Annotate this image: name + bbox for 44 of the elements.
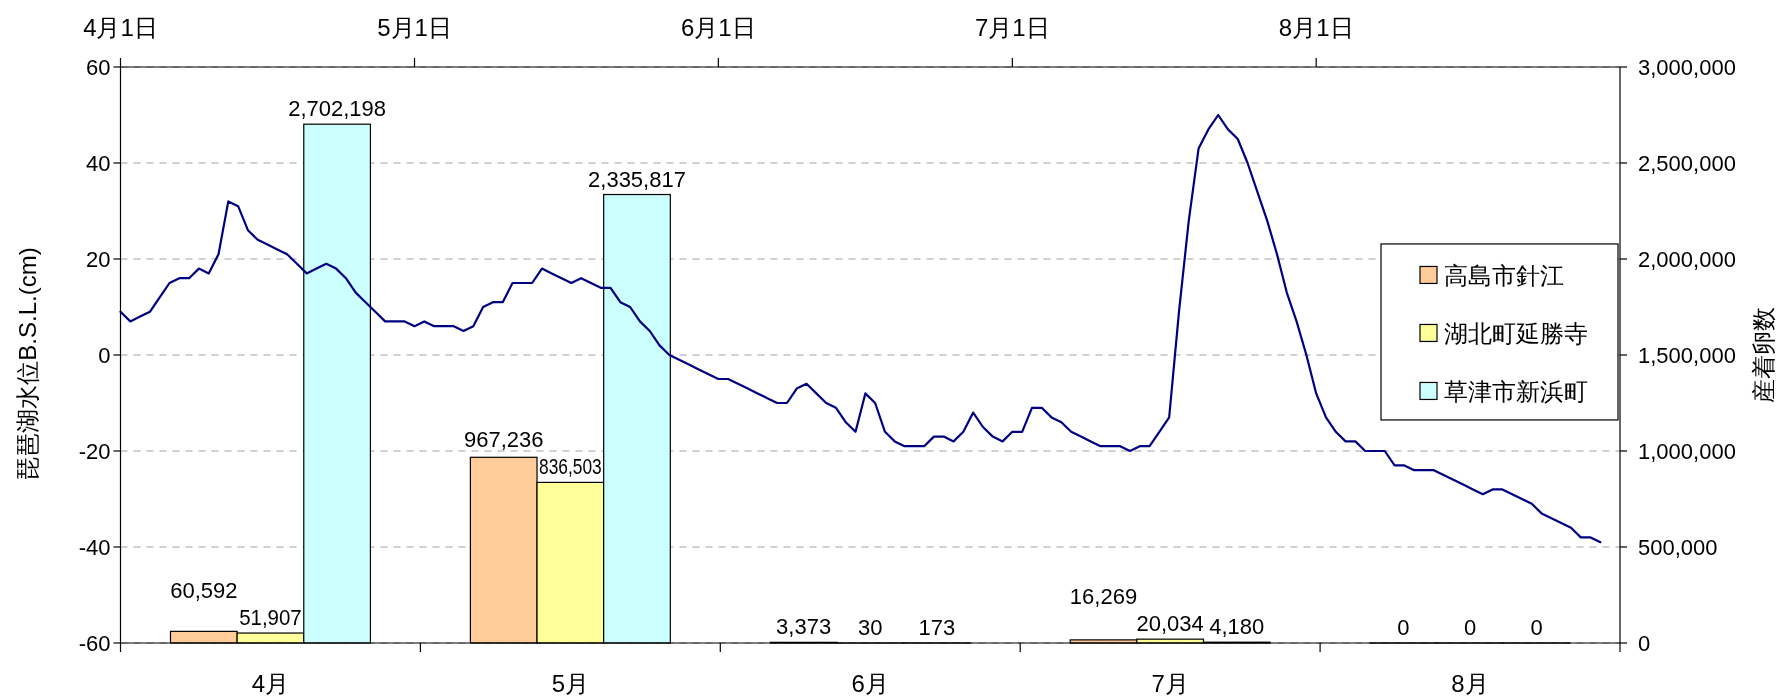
y-axis-title: 琵琶湖水位B.S.L.(cm) (14, 247, 41, 481)
y-tick-label: 40 (86, 151, 111, 176)
y2-tick-label: 2,500,000 (1638, 151, 1736, 176)
x-tick-label: 7月 (1151, 670, 1189, 697)
y-tick-label: -40 (78, 535, 111, 560)
y-tick-label: -60 (78, 631, 111, 656)
y-tick-label: 0 (98, 343, 111, 368)
x2-tick-label: 6月1日 (680, 14, 756, 41)
data-label: 3,373 (776, 614, 832, 640)
y2-tick-label: 3,000,000 (1638, 55, 1736, 80)
data-label: 51,907 (239, 605, 307, 631)
y-tick-label: 20 (86, 247, 111, 272)
data-label: 967,236 (463, 427, 544, 453)
data-label: 20,034 (1136, 611, 1204, 637)
y2-axis-title: 産着卵数 (1750, 307, 1777, 403)
data-label: 0 (1530, 614, 1543, 640)
x2-tick-label: 5月1日 (377, 14, 452, 41)
data-label: 60,592 (170, 578, 238, 604)
x2-tick-label: 7月1日 (975, 14, 1050, 41)
data-label: 2,335,817 (588, 166, 686, 192)
y2-tick-label: 1,500,000 (1638, 343, 1736, 368)
data-label: 30 (858, 614, 883, 640)
legend-label: 草津市新浜町 (1444, 377, 1588, 405)
x-tick-label: 4月 (251, 670, 290, 697)
x2-tick-label: 4月1日 (83, 14, 158, 41)
data-label: 4,180 (1209, 614, 1265, 640)
y-tick-label: -20 (78, 439, 111, 464)
y2-tick-label: 500,000 (1638, 535, 1718, 560)
y-tick-label: 60 (86, 55, 111, 80)
x-tick-label: 5月 (551, 670, 590, 697)
y2-tick-label: 1,000,000 (1638, 439, 1736, 464)
x-tick-label: 8月 (1451, 670, 1489, 697)
x-tick-label: 6月 (851, 670, 889, 697)
y2-tick-label: 2,000,000 (1638, 247, 1736, 272)
data-label: 836,503 (539, 454, 619, 480)
x2-tick-label: 8月1日 (1278, 14, 1354, 41)
data-label: 16,269 (1069, 584, 1138, 610)
data-label: 0 (1397, 614, 1410, 640)
y2-tick-label: 0 (1638, 631, 1651, 656)
legend-label: 湖北町延勝寺 (1444, 319, 1588, 347)
data-label: 2,702,198 (288, 96, 387, 122)
legend-label: 高島市針江 (1444, 261, 1564, 289)
data-label: 0 (1463, 614, 1477, 640)
data-label: 173 (918, 614, 956, 640)
